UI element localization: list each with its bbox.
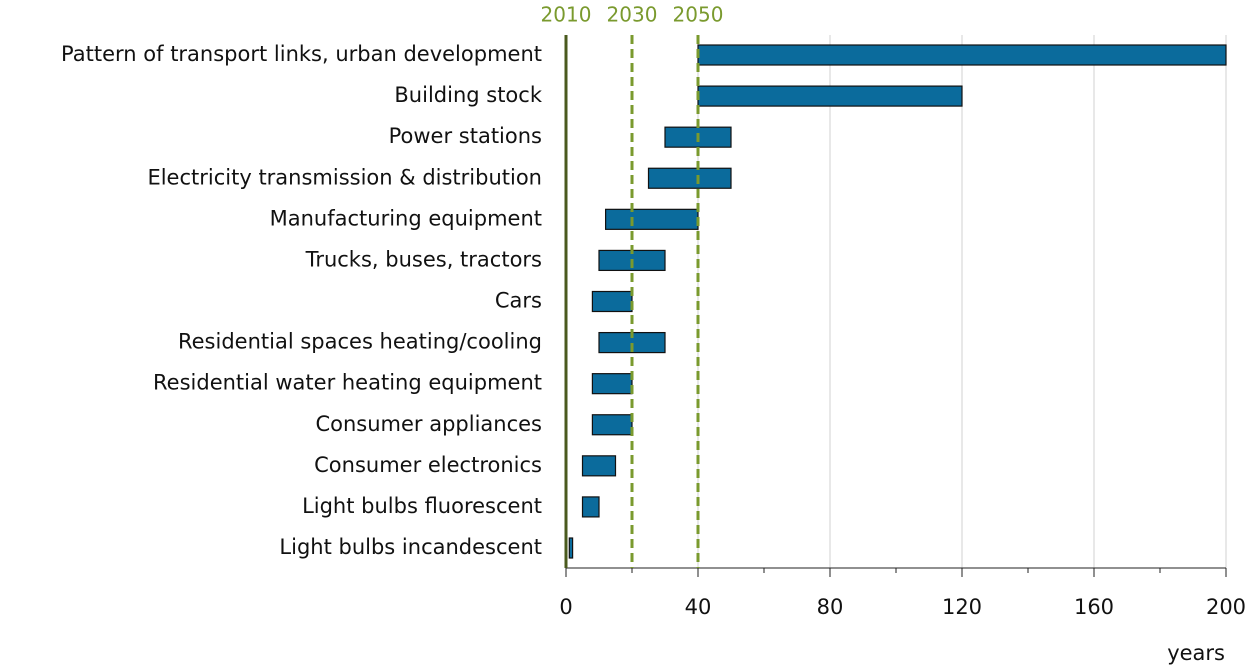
bar	[568, 537, 574, 559]
bar	[604, 208, 699, 230]
bar	[697, 44, 1227, 66]
reference-label: 2030	[607, 3, 658, 27]
reference-label: 2050	[673, 3, 724, 27]
x-tick-label: 40	[685, 595, 712, 619]
category-label: Consumer electronics	[314, 453, 542, 477]
x-tick-label: 80	[817, 595, 844, 619]
x-tick-label: 160	[1074, 595, 1114, 619]
bar	[591, 414, 633, 436]
category-label: Building stock	[394, 83, 542, 107]
bar	[697, 85, 963, 107]
category-label: Trucks, buses, tractors	[305, 247, 542, 271]
x-axis-label: years	[1167, 641, 1225, 665]
category-label: Pattern of transport links, urban develo…	[61, 42, 542, 66]
category-label: Consumer appliances	[315, 412, 542, 436]
x-tick-label: 0	[559, 595, 572, 619]
bar	[581, 496, 600, 518]
bar	[647, 167, 732, 189]
x-tick-label: 200	[1206, 595, 1246, 619]
reference-label: 2010	[541, 3, 592, 27]
category-label: Power stations	[389, 124, 542, 148]
category-label: Residential spaces heating/cooling	[178, 330, 542, 354]
bar	[591, 290, 633, 313]
x-tick-label: 120	[942, 595, 982, 619]
category-label: Residential water heating equipment	[153, 371, 542, 395]
category-label: Manufacturing equipment	[270, 206, 542, 230]
category-label: Light bulbs fluorescent	[302, 494, 542, 518]
category-label: Light bulbs incandescent	[279, 535, 542, 559]
bar	[581, 455, 617, 477]
bar	[591, 373, 633, 395]
category-label: Cars	[495, 289, 542, 313]
category-label: Electricity transmission & distribution	[147, 165, 542, 189]
